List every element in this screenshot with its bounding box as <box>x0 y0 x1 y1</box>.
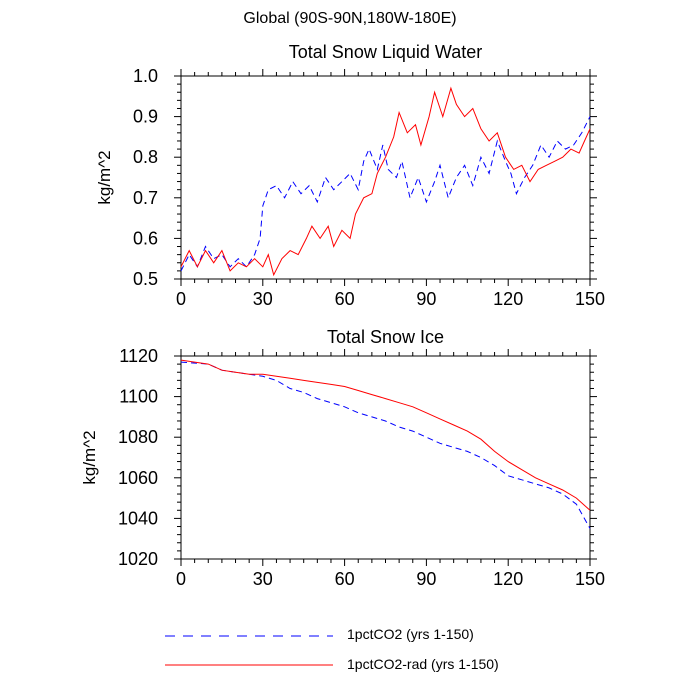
chart2-xtick-label: 0 <box>176 569 186 589</box>
chart1-ytick-label: 0.9 <box>133 107 158 127</box>
chart1-ytick-label: 1.0 <box>133 66 158 86</box>
chart1-title: Total Snow Liquid Water <box>289 42 482 62</box>
chart1-ytick-label: 0.5 <box>133 269 158 289</box>
chart2-ytick-label: 1100 <box>119 387 158 407</box>
chart2-title: Total Snow Ice <box>327 327 444 347</box>
chart1-xtick-label: 150 <box>575 289 605 309</box>
chart2-series-line-1pctco2-rad <box>180 359 591 511</box>
legend-label-1pctco2: 1pctCO2 (yrs 1-150) <box>347 626 474 642</box>
chart2-xtick-label: 120 <box>493 569 523 589</box>
chart2-ytick-label: 1040 <box>118 508 158 528</box>
chart2-xtick-label: 30 <box>253 569 273 589</box>
chart2-series-line-1pctco2 <box>180 361 591 529</box>
chart1-xtick-label: 60 <box>335 289 355 309</box>
chart2-xtick-label: 150 <box>575 569 605 589</box>
chart2-ytick-label: 1120 <box>119 346 158 366</box>
chart2-ytick-label: 1060 <box>118 468 158 488</box>
chart1-series-line-1pctco2-rad <box>180 86 591 277</box>
chart1-xtick-label: 0 <box>176 289 186 309</box>
page-title: Global (90S-90N,180W-180E) <box>243 10 457 27</box>
chart1-ylabel: kg/m^2 <box>95 150 114 204</box>
chart1-xtick-label: 120 <box>493 289 523 309</box>
chart2-xtick-label: 60 <box>335 569 355 589</box>
chart1-ytick-label: 0.7 <box>133 188 158 208</box>
legend-label-1pctco2-rad: 1pctCO2-rad (yrs 1-150) <box>347 656 499 672</box>
chart2-ytick-label: 1080 <box>118 427 158 447</box>
chart1-series-line-1pctco2 <box>180 116 591 272</box>
chart1-ytick-label: 0.6 <box>133 228 158 248</box>
chart1-xtick-label: 30 <box>253 289 273 309</box>
chart2-ytick-label: 1020 <box>118 549 158 569</box>
chart2-ylabel: kg/m^2 <box>80 430 99 484</box>
chart1-plot-frame <box>180 75 591 280</box>
chart1-xtick-label: 90 <box>416 289 436 309</box>
chart2-xtick-label: 90 <box>416 569 436 589</box>
chart2-plot-frame <box>180 355 591 560</box>
chart1-ytick-label: 0.8 <box>133 147 158 167</box>
